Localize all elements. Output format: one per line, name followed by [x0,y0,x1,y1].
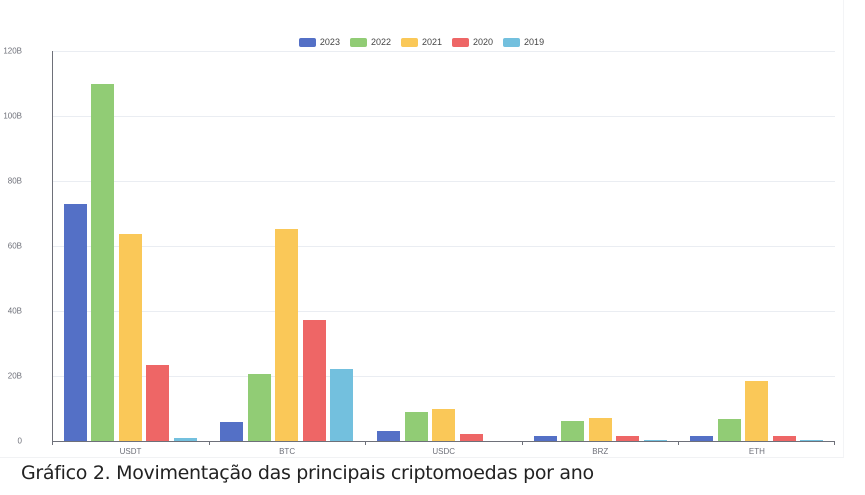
chart-caption: Gráfico 2. Movimentação das principais c… [21,462,594,484]
gridline [52,376,835,377]
legend-swatch-icon [400,37,418,47]
bar-btc-2022[interactable] [247,374,271,441]
x-tick-label: BRZ [592,447,609,456]
x-tick-mark [365,441,367,445]
gridline [52,51,835,52]
bar-brz-2023[interactable] [533,436,557,441]
bar-eth-2021[interactable] [745,380,769,441]
gridline [52,311,835,312]
legend-label: 2023 [319,37,340,47]
x-tick-label: USDC [432,447,456,456]
bar-usdc-2022[interactable] [404,412,428,441]
bar-usdc-2020[interactable] [459,433,483,441]
legend-swatch-icon [503,37,521,47]
bar-usdt-2023[interactable] [63,203,87,441]
legend-item-2020[interactable]: 2020 [452,37,493,47]
bar-usdt-2022[interactable] [91,83,115,441]
gridline [52,116,835,117]
bar-brz-2021[interactable] [588,417,612,441]
legend-label: 2020 [473,37,494,47]
legend-item-2022[interactable]: 2022 [349,37,391,47]
chart-legend: 2023 2022 2021 2020 2019 [0,37,843,47]
y-tick-label: 100B [3,111,22,121]
bar-brz-2019[interactable] [643,439,667,441]
bar-brz-2020[interactable] [616,436,640,441]
bar-btc-2023[interactable] [220,422,244,441]
bar-usdt-2019[interactable] [173,438,197,441]
legend-label: 2022 [370,37,391,47]
x-tick-label: BTC [279,447,296,456]
y-axis-line [52,51,53,442]
bar-usdc-2023[interactable] [377,430,400,441]
bar-eth-2020[interactable] [772,436,796,441]
bar-brz-2022[interactable] [561,420,585,441]
bar-btc-2019[interactable] [330,368,354,441]
y-tick-label: 0 [17,436,22,446]
x-tick-mark [52,441,53,445]
y-tick-label: 60B [7,241,22,251]
chart-card: 2023 2022 2021 2020 2019 0 20B 40B 60B 80B 100B 12… [0,0,844,458]
bar-btc-2021[interactable] [275,229,299,441]
legend-swatch-icon [349,37,367,47]
legend-item-2021[interactable]: 2021 [400,37,443,47]
y-tick-label: 40B [7,306,22,316]
legend-swatch-icon [298,37,316,47]
x-axis-line [52,441,835,442]
bar-usdt-2021[interactable] [118,233,142,441]
x-tick-label: ETH [748,447,765,456]
legend-swatch-icon [452,37,470,47]
bar-usdt-2020[interactable] [146,364,170,441]
bar-eth-2023[interactable] [690,436,714,441]
bar-eth-2019[interactable] [800,439,824,441]
legend-label: 2019 [524,37,545,47]
bar-eth-2022[interactable] [717,418,741,441]
plot-area [52,51,835,441]
x-tick-mark [678,441,680,445]
legend-item-2023[interactable]: 2023 [298,37,340,47]
x-tick-label: USDT [119,447,142,456]
legend-label: 2021 [421,37,443,47]
legend-item-2019[interactable]: 2019 [503,37,544,47]
y-tick-label: 20B [7,371,22,381]
y-tick-label: 80B [7,176,22,186]
gridline [52,246,835,247]
gridline [52,181,835,182]
bar-btc-2020[interactable] [302,320,326,441]
x-tick-mark [208,441,210,445]
y-tick-label: 120B [3,46,22,56]
x-tick-mark [834,441,835,445]
x-tick-mark [521,441,523,445]
bar-usdc-2021[interactable] [432,409,455,441]
